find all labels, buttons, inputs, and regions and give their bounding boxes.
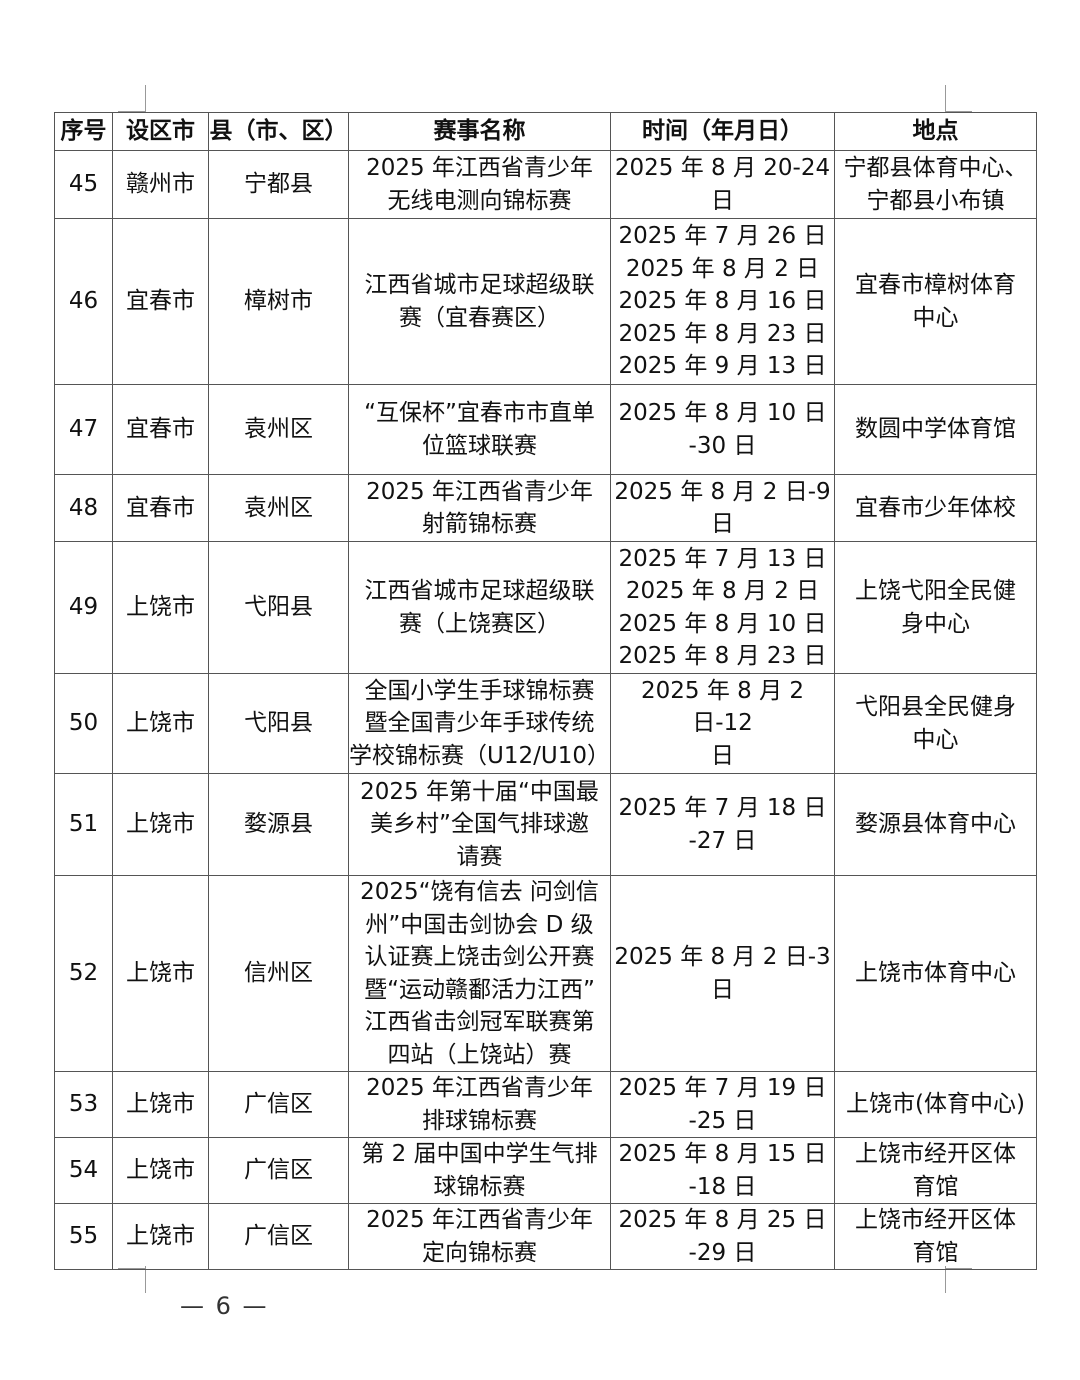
- cell-index: 53: [54, 1071, 113, 1138]
- cell-county: 弋阳县: [208, 541, 349, 674]
- cell-county: 樟树市: [208, 218, 349, 385]
- cell-county: 弋阳县: [208, 673, 349, 774]
- cell-county: 广信区: [208, 1137, 349, 1204]
- cell-city: 上饶市: [112, 541, 209, 674]
- cell-date: 2025 年 8 月 15 日 -18 日: [610, 1137, 835, 1204]
- cell-venue: 上饶市体育中心: [834, 875, 1037, 1072]
- cell-city: 宜春市: [112, 474, 209, 542]
- cell-event-name: 2025“饶有信去 问剑信 州”中国击剑协会 D 级 认证赛上饶击剑公开赛 暨“…: [348, 875, 611, 1072]
- cell-index: 51: [54, 773, 113, 876]
- cell-date: 2025 年 8 月 25 日 -29 日: [610, 1203, 835, 1270]
- column-header-city: 设区市: [112, 112, 209, 151]
- cell-index: 50: [54, 673, 113, 774]
- column-header-county: 县（市、区）: [208, 112, 349, 151]
- cell-date: 2025 年 7 月 26 日 2025 年 8 月 2 日 2025 年 8 …: [610, 218, 835, 385]
- cell-event-name: 2025 年江西省青少年 无线电测向锦标赛: [348, 150, 611, 219]
- cell-date: 2025 年 7 月 19 日 -25 日: [610, 1071, 835, 1138]
- cell-date: 2025 年 7 月 18 日 -27 日: [610, 773, 835, 876]
- cell-county: 宁都县: [208, 150, 349, 219]
- cell-city: 赣州市: [112, 150, 209, 219]
- corner-mark: [945, 1266, 946, 1293]
- cell-venue: 上饶市经开区体 育馆: [834, 1203, 1037, 1270]
- cell-event-name: 2025 年第十届“中国最 美乡村”全国气排球邀 请赛: [348, 773, 611, 876]
- cell-city: 上饶市: [112, 1071, 209, 1138]
- column-header-venue: 地点: [834, 112, 1037, 151]
- cell-event-name: 第 2 届中国中学生气排 球锦标赛: [348, 1137, 611, 1204]
- cell-venue: 婺源县体育中心: [834, 773, 1037, 876]
- cell-index: 54: [54, 1137, 113, 1204]
- cell-venue: 上饶市(体育中心): [834, 1071, 1037, 1138]
- table-row: 55 上饶市 广信区 2025 年江西省青少年 定向锦标赛 2025 年 8 月 25 …: [54, 1203, 1037, 1270]
- cell-city: 上饶市: [112, 1137, 209, 1204]
- table-row: 48 宜春市 袁州区 2025 年江西省青少年 射箭锦标赛 2025 年 8 月 2 日…: [54, 474, 1037, 542]
- cell-event-name: 2025 年江西省青少年 定向锦标赛: [348, 1203, 611, 1270]
- cell-venue: 上饶市经开区体 育馆: [834, 1137, 1037, 1204]
- cell-date: 2025 年 8 月 2 日-3 日: [610, 875, 835, 1072]
- page-number: — 6 —: [180, 1292, 269, 1320]
- cell-index: 52: [54, 875, 113, 1072]
- cell-city: 上饶市: [112, 1203, 209, 1270]
- cell-index: 49: [54, 541, 113, 674]
- events-table: 序号 设区市 县（市、区） 赛事名称 时间（年月日） 地点 45 赣州市 宁都县 2025 年江…: [54, 112, 1037, 1270]
- cell-date: 2025 年 7 月 13 日 2025 年 8 月 2 日 2025 年 8 …: [610, 541, 835, 674]
- column-header-index: 序号: [54, 112, 113, 151]
- cell-county: 信州区: [208, 875, 349, 1072]
- cell-event-name: 全国小学生手球锦标赛 暨全国青少年手球传统 学校锦标赛（U12/U10）: [348, 673, 611, 774]
- cell-venue: 弋阳县全民健身 中心: [834, 673, 1037, 774]
- table-row: 51 上饶市 婺源县 2025 年第十届“中国最 美乡村”全国气排球邀 请赛 2025 …: [54, 773, 1037, 876]
- cell-county: 袁州区: [208, 384, 349, 475]
- cell-index: 46: [54, 218, 113, 385]
- table-row: 53 上饶市 广信区 2025 年江西省青少年 排球锦标赛 2025 年 7 月 19 …: [54, 1071, 1037, 1138]
- table-header-row: 序号 设区市 县（市、区） 赛事名称 时间（年月日） 地点: [54, 112, 1037, 151]
- corner-mark: [945, 85, 946, 112]
- cell-event-name: 江西省城市足球超级联 赛（宜春赛区）: [348, 218, 611, 385]
- cell-date: 2025 年 8 月 2 日-9 日: [610, 474, 835, 542]
- cell-city: 上饶市: [112, 673, 209, 774]
- cell-date: 2025 年 8 月 2 日-12 日: [610, 673, 835, 774]
- cell-date: 2025 年 8 月 20-24 日: [610, 150, 835, 219]
- cell-event-name: “互保杯”宜春市市直单 位篮球联赛: [348, 384, 611, 475]
- corner-mark: [145, 85, 146, 112]
- table-row: 45 赣州市 宁都县 2025 年江西省青少年 无线电测向锦标赛 2025 年 8 月 …: [54, 150, 1037, 219]
- table-row: 50 上饶市 弋阳县 全国小学生手球锦标赛 暨全国青少年手球传统 学校锦标赛（U12/…: [54, 673, 1037, 774]
- cell-city: 上饶市: [112, 773, 209, 876]
- cell-city: 宜春市: [112, 218, 209, 385]
- cell-venue: 数圆中学体育馆: [834, 384, 1037, 475]
- cell-county: 广信区: [208, 1071, 349, 1138]
- cell-venue: 上饶弋阳全民健 身中心: [834, 541, 1037, 674]
- cell-venue: 宜春市少年体校: [834, 474, 1037, 542]
- cell-county: 袁州区: [208, 474, 349, 542]
- column-header-date: 时间（年月日）: [610, 112, 835, 151]
- cell-index: 55: [54, 1203, 113, 1270]
- column-header-event-name: 赛事名称: [348, 112, 611, 151]
- table-row: 47 宜春市 袁州区 “互保杯”宜春市市直单 位篮球联赛 2025 年 8 月 10 日…: [54, 384, 1037, 475]
- cell-city: 宜春市: [112, 384, 209, 475]
- cell-event-name: 江西省城市足球超级联 赛（上饶赛区）: [348, 541, 611, 674]
- cell-event-name: 2025 年江西省青少年 排球锦标赛: [348, 1071, 611, 1138]
- cell-venue: 宜春市樟树体育 中心: [834, 218, 1037, 385]
- cell-index: 45: [54, 150, 113, 219]
- cell-county: 婺源县: [208, 773, 349, 876]
- cell-county: 广信区: [208, 1203, 349, 1270]
- cell-index: 47: [54, 384, 113, 475]
- table-row: 54 上饶市 广信区第 2 届中国中学生气排 球锦标赛 2025 年 8 月 15 日…: [54, 1137, 1037, 1204]
- corner-mark: [945, 111, 972, 112]
- cell-index: 48: [54, 474, 113, 542]
- cell-city: 上饶市: [112, 875, 209, 1072]
- corner-mark: [118, 111, 145, 112]
- cell-date: 2025 年 8 月 10 日 -30 日: [610, 384, 835, 475]
- table-row: 46 宜春市 樟树市 江西省城市足球超级联 赛（宜春赛区） 2025 年 7 月 26 …: [54, 218, 1037, 385]
- cell-venue: 宁都县体育中心、 宁都县小布镇: [834, 150, 1037, 219]
- corner-mark: [145, 1266, 146, 1293]
- table-row: 52 上饶市 信州区 2025“饶有信去 问剑信 州”中国击剑协会 D 级 认证赛上饶…: [54, 875, 1037, 1072]
- table-row: 49 上饶市 弋阳县 江西省城市足球超级联 赛（上饶赛区） 2025 年 7 月 13 …: [54, 541, 1037, 674]
- cell-event-name: 2025 年江西省青少年 射箭锦标赛: [348, 474, 611, 542]
